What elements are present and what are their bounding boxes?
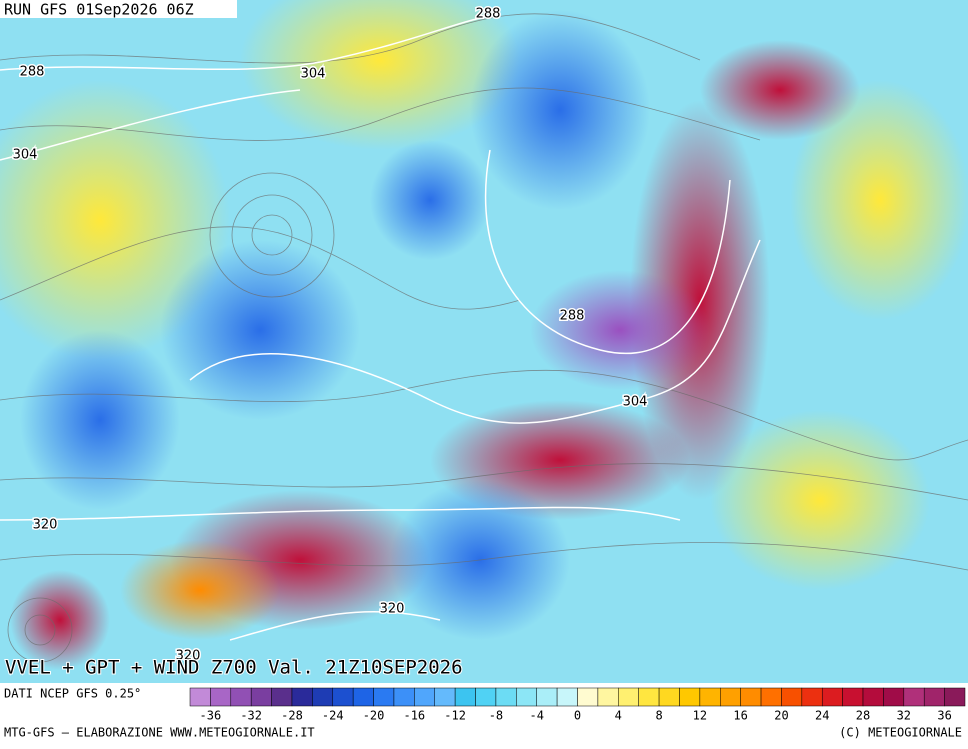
color-swatch — [883, 687, 905, 707]
color-swatch — [638, 687, 660, 707]
colorbar-tick-label: 36 — [937, 709, 951, 723]
color-swatch — [720, 687, 741, 707]
color-swatch — [495, 687, 517, 707]
color-swatch — [230, 687, 252, 707]
colorbar-tick-label: 20 — [774, 709, 788, 723]
color-swatch — [842, 687, 864, 707]
color-swatch — [781, 687, 803, 707]
colorbar-tick-label: -20 — [363, 709, 385, 723]
colorbar-tick-label: -32 — [240, 709, 262, 723]
colorbar-tick-label: 32 — [897, 709, 911, 723]
color-swatch — [516, 687, 537, 707]
color-swatch — [291, 687, 313, 707]
colorbar-tick-label: -8 — [489, 709, 503, 723]
color-swatch — [658, 687, 680, 707]
color-swatch — [210, 687, 232, 707]
contour-label: 304 — [13, 148, 38, 163]
color-swatch — [271, 687, 293, 707]
footer-right: (C) METEOGIORNALE — [839, 726, 962, 740]
contour-label: 288 — [476, 7, 501, 22]
contour-label: 320 — [176, 649, 201, 664]
colorbar-tick-label: 8 — [655, 709, 662, 723]
contour-label: 320 — [33, 518, 58, 533]
colorbar-tick-label: 0 — [574, 709, 581, 723]
color-swatch — [373, 687, 395, 707]
colorbar-tick-label: 24 — [815, 709, 829, 723]
color-swatch — [189, 687, 211, 707]
colorbar-tick-label: -24 — [322, 709, 344, 723]
color-swatch — [475, 687, 497, 707]
colorbar-tick-label: 16 — [733, 709, 747, 723]
color-swatch — [536, 687, 558, 707]
color-swatch — [454, 687, 476, 707]
color-swatch — [679, 687, 701, 707]
contours — [0, 13, 761, 641]
source-label: DATI NCEP GFS 0.25° — [4, 687, 141, 701]
color-swatch — [923, 687, 945, 707]
contour-label: 304 — [301, 67, 326, 82]
color-swatch — [312, 687, 334, 707]
color-swatch — [760, 687, 782, 707]
footer-left: MTG-GFS — ELABORAZIONE WWW.METEOGIORNALE… — [4, 726, 315, 740]
colorbar-tick-label: 28 — [856, 709, 870, 723]
header-box — [0, 0, 237, 18]
color-swatch — [821, 687, 843, 707]
color-swatch — [618, 687, 639, 707]
color-swatch — [944, 687, 966, 707]
color-swatch — [740, 687, 762, 707]
color-swatch — [577, 687, 599, 707]
contour-label: 320 — [380, 602, 405, 617]
color-swatch — [862, 687, 884, 707]
colorbar: -36 -32 -28 -24 -20 -16 -12 -8 -4 0 4 8 12 16 20 24 28 32… — [189, 687, 966, 723]
contour-label: 288 — [560, 309, 585, 324]
field — [0, 0, 968, 683]
colorbar-tick-label: -28 — [281, 709, 303, 723]
product-label: VVEL + GPT + WIND Z700 Val. 21Z10SEP2026 — [5, 657, 463, 679]
colorbar-tick-label: -12 — [444, 709, 466, 723]
colorbar-tick-label: 4 — [615, 709, 622, 723]
colorbar-tick-label: -4 — [529, 709, 543, 723]
colorbar-tick-label: -36 — [200, 709, 222, 723]
color-swatch — [352, 687, 374, 707]
color-swatch — [903, 687, 925, 707]
colorbar-tick-label: -16 — [403, 709, 425, 723]
color-swatch — [434, 687, 456, 707]
contour-label: 288 — [20, 65, 45, 80]
color-swatch — [597, 687, 619, 707]
run-label: RUN GFS 01Sep2026 06Z — [4, 1, 194, 19]
streamlines — [0, 13, 968, 663]
color-swatch — [414, 687, 435, 707]
color-swatch — [556, 687, 578, 707]
contour-label: 304 — [623, 395, 648, 410]
color-swatch — [332, 687, 354, 707]
color-swatch — [393, 687, 415, 707]
color-swatch — [250, 687, 272, 707]
color-swatch — [699, 687, 721, 707]
color-swatch — [801, 687, 823, 707]
colorbar-tick-label: 12 — [693, 709, 707, 723]
